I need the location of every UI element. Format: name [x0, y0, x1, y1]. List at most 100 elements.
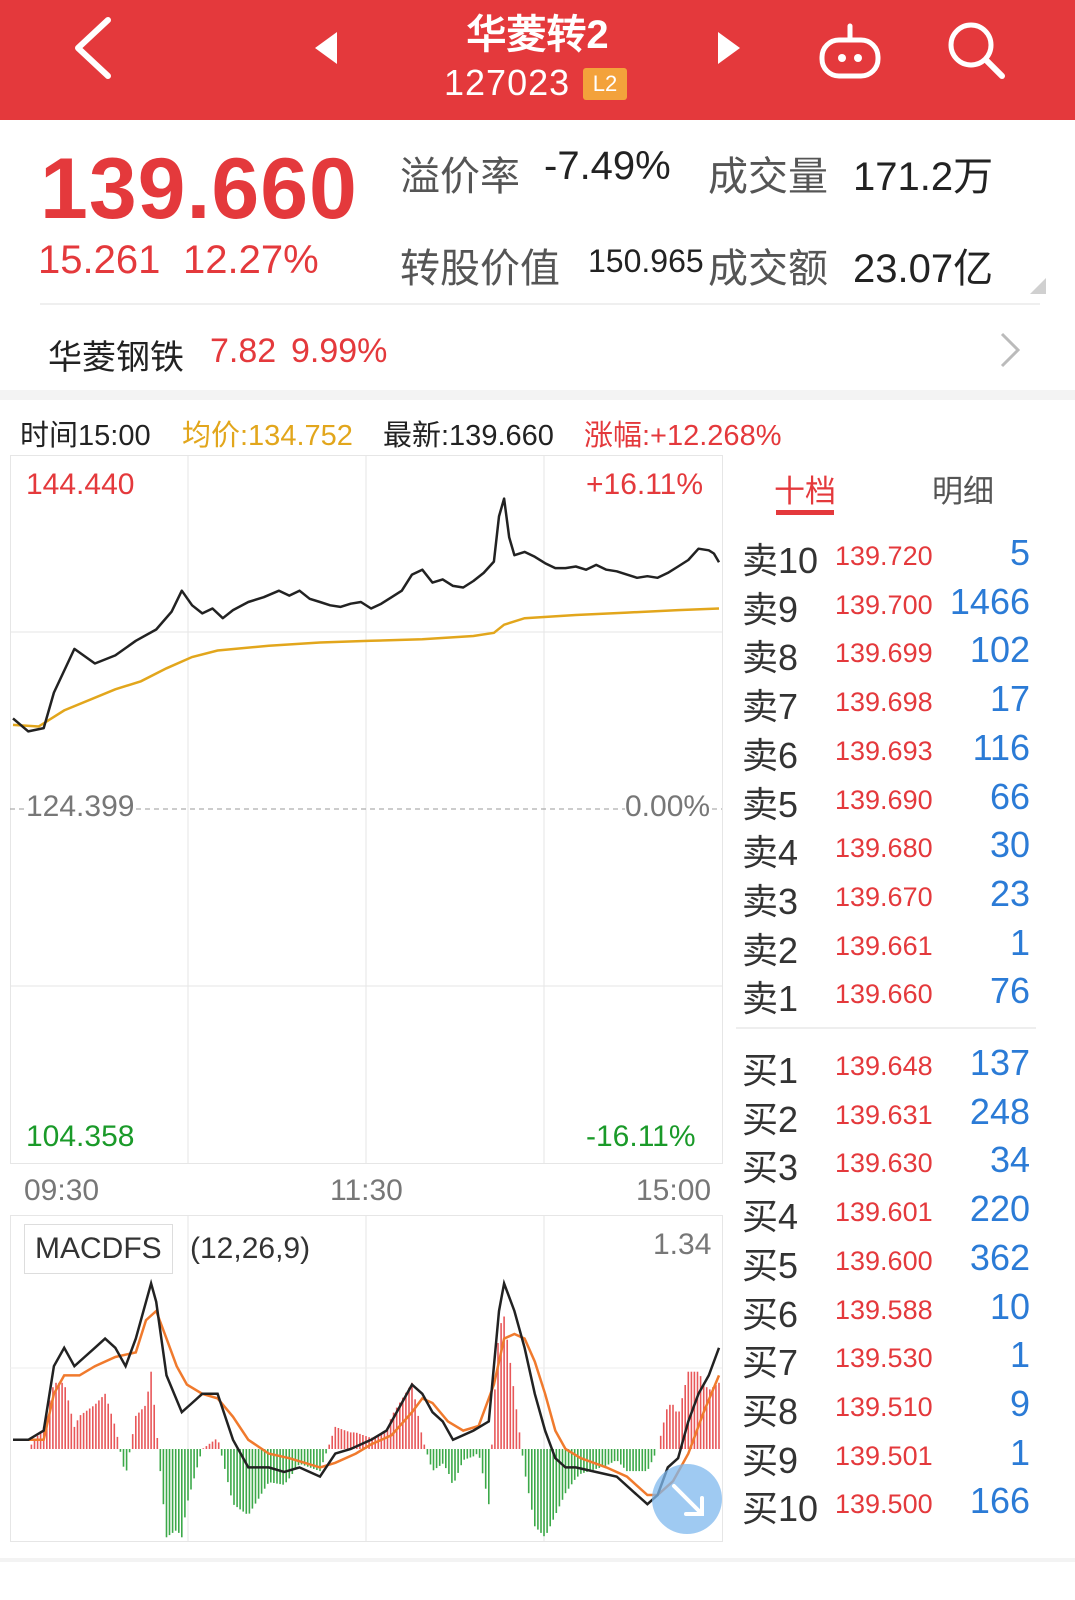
- sell-level-price: 139.660: [835, 979, 933, 1010]
- buy-level-volume: 362: [969, 1236, 1030, 1278]
- buy-level-price: 139.631: [835, 1099, 933, 1130]
- sell-level-name: 卖9: [742, 588, 799, 630]
- buy-level-name: 买8: [742, 1390, 799, 1432]
- sell-level-price: 139.698: [835, 687, 933, 718]
- buy-level-price: 139.600: [835, 1245, 933, 1276]
- buy-level-price: 139.501: [835, 1440, 933, 1471]
- buy-level-name: 买1: [742, 1050, 799, 1091]
- buy-level-name: 买3: [742, 1147, 799, 1189]
- buy-level-volume: 10: [989, 1285, 1030, 1327]
- buy-level-volume: 1: [1009, 1334, 1030, 1376]
- sell-level-price: 139.693: [835, 735, 933, 766]
- expand-chart-icon[interactable]: [650, 1462, 724, 1536]
- amount-value: 23.07亿: [853, 247, 994, 291]
- price-line: [12, 497, 721, 733]
- sell-level-price: 139.661: [835, 930, 933, 961]
- underlying-price: 7.82: [210, 332, 277, 370]
- last-price: 139.660: [40, 141, 358, 237]
- intraday-price-chart[interactable]: [10, 455, 726, 1167]
- buy-level-price: 139.648: [835, 1051, 933, 1081]
- buy-level-volume: 220: [969, 1188, 1030, 1230]
- sell-level-name: 卖3: [742, 880, 799, 922]
- underlying-name: 华菱钢铁: [48, 339, 184, 377]
- sell-level-volume: 102: [969, 629, 1030, 671]
- macd-chart[interactable]: [10, 1215, 726, 1545]
- buy-level-name: 买10: [742, 1488, 819, 1530]
- sell-level-volume: 30: [989, 824, 1030, 866]
- time-end-label: 15:00: [636, 1174, 712, 1207]
- tab-underline: [776, 510, 834, 515]
- info-avg-price: 均价:134.752: [182, 420, 353, 452]
- sell-level-name: 卖8: [742, 637, 799, 679]
- buy-level-name: 买6: [742, 1293, 799, 1335]
- prev-close-label: 124.399: [26, 790, 135, 824]
- buy-level-volume: 34: [989, 1139, 1030, 1181]
- buy-level-name: 买4: [742, 1196, 799, 1238]
- tab-details[interactable]: 明细: [932, 474, 994, 509]
- next-triangle-icon[interactable]: [716, 30, 742, 66]
- sell-level-price: 139.670: [835, 881, 933, 912]
- dea-line: [13, 1308, 721, 1497]
- top-bar: 华菱转2 127023 L2: [0, 0, 1075, 120]
- sell-level-volume: 5: [1009, 532, 1030, 573]
- info-time: 时间15:00: [20, 420, 151, 452]
- conversion-value-label: 转股价值: [400, 247, 560, 291]
- buy-level-price: 139.588: [835, 1294, 933, 1325]
- sell-level-volume: 1: [1009, 921, 1030, 963]
- prev-triangle-icon[interactable]: [313, 30, 339, 66]
- sell-level-volume: 66: [989, 775, 1030, 817]
- robot-icon[interactable]: [818, 22, 882, 80]
- volume-value: 171.2万: [853, 155, 994, 199]
- info-change: 涨幅:+12.268%: [584, 420, 782, 452]
- info-latest-price: 最新:139.660: [383, 420, 554, 452]
- indicator-params: (12,26,9): [190, 1232, 311, 1265]
- sell-level-volume: 1466: [949, 580, 1030, 622]
- premium-value: -7.49%: [544, 144, 671, 188]
- sell-level-volume: 23: [989, 872, 1030, 914]
- sell-level-name: 卖2: [742, 929, 799, 971]
- order-book-divider: [736, 1027, 1036, 1029]
- buy-level-name: 买9: [742, 1439, 799, 1481]
- sell-level-volume: 116: [972, 726, 1030, 768]
- avg-price-line: [12, 607, 720, 728]
- buy-level-volume: 248: [969, 1090, 1030, 1132]
- search-icon[interactable]: [944, 18, 1008, 82]
- chevron-right-icon[interactable]: [998, 330, 1022, 370]
- bond-code: 127023: [444, 62, 571, 103]
- price-change-pct: 12.27%: [183, 238, 319, 282]
- sell-level-price: 139.700: [835, 589, 933, 620]
- buy-level-name: 买7: [742, 1342, 799, 1384]
- sell-level-price: 139.699: [835, 638, 933, 669]
- buy-level-price: 139.601: [835, 1197, 933, 1228]
- price-change: 15.261: [38, 238, 161, 282]
- underlying-pct: 9.99%: [291, 332, 388, 370]
- time-start-label: 09:30: [24, 1174, 100, 1207]
- sell-level-name: 卖1: [742, 978, 799, 1020]
- buy-level-volume: 9: [1009, 1382, 1030, 1424]
- sell-level-name: 卖4: [742, 832, 799, 874]
- buy-level-name: 买2: [742, 1098, 799, 1140]
- volume-label: 成交量: [708, 155, 828, 199]
- buy-level-volume: 1: [1009, 1431, 1030, 1473]
- conversion-value: 150.965: [588, 243, 704, 279]
- sell-level-name: 卖10: [742, 540, 819, 581]
- bottom-divider: [0, 1558, 1075, 1562]
- amount-label: 成交额: [708, 247, 828, 291]
- time-mid-label: 11:30: [330, 1174, 403, 1207]
- back-arrow-icon[interactable]: [64, 16, 120, 80]
- buy-level-price: 139.530: [835, 1343, 933, 1374]
- zero-pct-label: 0.00%: [625, 790, 711, 824]
- macd-max-label: 1.34: [653, 1228, 712, 1261]
- tab-ten-level[interactable]: 十档: [774, 474, 836, 509]
- min-pct-label: -16.11%: [586, 1120, 696, 1153]
- dif-line: [13, 1278, 721, 1506]
- premium-label: 溢价率: [400, 155, 520, 199]
- sell-level-price: 139.720: [835, 541, 933, 571]
- buy-level-name: 买5: [742, 1244, 799, 1286]
- buy-level-volume: 137: [969, 1042, 1030, 1083]
- indicator-selector[interactable]: MACDFS: [24, 1224, 173, 1274]
- resize-corner-icon: [1030, 278, 1046, 294]
- sell-level-name: 卖5: [742, 783, 799, 825]
- max-price-label: 144.440: [26, 468, 135, 501]
- sell-level-price: 139.680: [835, 833, 933, 864]
